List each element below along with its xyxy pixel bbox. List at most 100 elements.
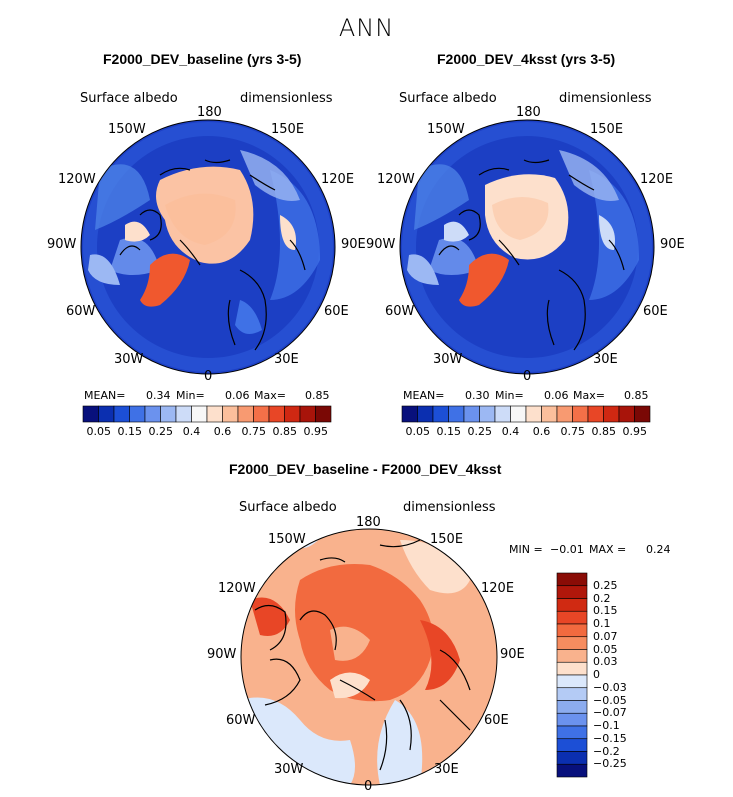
panel3-lon-90e: 90E xyxy=(500,647,525,662)
panel1-greenland xyxy=(140,253,190,307)
panel1-mean-value: 0.34 xyxy=(146,389,171,402)
colorbar-tick-label: −0.05 xyxy=(593,693,627,707)
panel1-lon-150e: 150E xyxy=(271,122,305,137)
panel1-lon-0: 0 xyxy=(204,369,213,384)
panel2-max-value: 0.85 xyxy=(624,389,649,402)
panel2-lon-0: 0 xyxy=(523,369,532,384)
panel2-min-value: 0.06 xyxy=(544,389,569,402)
panel3-units-label: dimensionless xyxy=(403,500,496,515)
panel1-lon-60e: 60E xyxy=(324,304,349,319)
panel3-lon-0: 0 xyxy=(364,779,373,794)
panel2-lon-60e: 60E xyxy=(643,304,668,319)
colorbar-tick-label: −0.07 xyxy=(593,706,627,720)
panel3-variable-label: Surface albedo xyxy=(239,500,337,515)
panel1-colorbar xyxy=(82,405,332,423)
colorbar-swatch xyxy=(556,738,588,752)
panel2-lon-30w: 30W xyxy=(433,352,463,367)
colorbar-tick-label: 0.75 xyxy=(241,425,267,438)
season-title: ANN xyxy=(338,14,395,42)
colorbar-tick-label: 0.25 xyxy=(467,425,493,438)
panel-title-4ksst: F2000_DEV_4ksst (yrs 3-5) xyxy=(437,51,616,67)
panel1-lon-120e: 120E xyxy=(321,172,355,187)
panel3-lon-30w: 30W xyxy=(274,762,304,777)
colorbar-swatch xyxy=(556,674,588,689)
panel2-mean-label: MEAN= xyxy=(403,389,445,402)
colorbar-tick-label: 0.85 xyxy=(591,425,617,438)
colorbar-swatch xyxy=(315,405,332,423)
panel2-lon-150e: 150E xyxy=(590,122,624,137)
colorbar-tick-label: 0.15 xyxy=(117,425,143,438)
panel1-lon-90w: 90W xyxy=(47,237,77,252)
colorbar-tick-label: 0.6 xyxy=(532,425,551,438)
panel2-mean-value: 0.30 xyxy=(465,389,490,402)
colorbar-tick-label: 0.1 xyxy=(593,617,611,630)
colorbar-tick-label: 0.25 xyxy=(593,578,618,592)
panel2-colorbar xyxy=(401,405,651,423)
colorbar-swatch xyxy=(556,572,588,587)
panel3-strong-positive xyxy=(295,564,434,702)
panel1-variable-label: Surface albedo xyxy=(80,91,178,106)
panel3-lon-60e: 60E xyxy=(484,713,509,728)
colorbar-tick-label: 0.75 xyxy=(560,425,586,438)
panel1-mean-label: MEAN= xyxy=(84,389,126,402)
panel1-coastlines xyxy=(119,159,306,351)
panel2-lon-180: 180 xyxy=(516,105,541,120)
panel1-lon-180: 180 xyxy=(197,105,222,120)
colorbar-swatch xyxy=(634,405,651,423)
panel2-coastlines xyxy=(438,159,625,351)
colorbar-swatch xyxy=(556,700,588,714)
panel1-lon-120w: 120W xyxy=(58,172,96,187)
colorbar-tick-label: 0.6 xyxy=(213,425,232,438)
panel3-lon-120w: 120W xyxy=(218,581,256,596)
panel3-max-value: 0.24 xyxy=(646,543,671,556)
panel3-max-label: MAX = xyxy=(589,543,627,556)
colorbar-swatch xyxy=(556,763,588,778)
panel2-lon-150w: 150W xyxy=(427,122,465,137)
panel1-min-label: Min= xyxy=(176,389,205,402)
panel1-units-label: dimensionless xyxy=(240,91,333,106)
colorbar-tick-label: 0.05 xyxy=(86,425,112,438)
colorbar-tick-label: 0.2 xyxy=(593,591,611,605)
panel3-min-label: MIN = xyxy=(509,543,543,556)
panel3-lon-150e: 150E xyxy=(430,532,464,547)
colorbar-tick-label: 0.95 xyxy=(622,425,648,438)
panel2-units-label: dimensionless xyxy=(559,91,652,106)
colorbar-tick-label: 0.15 xyxy=(593,604,618,618)
colorbar-swatch xyxy=(556,661,588,676)
panel2-greenland xyxy=(459,253,509,307)
panel1-max-label: Max= xyxy=(254,389,286,402)
colorbar-swatch xyxy=(556,585,588,599)
panel3-colorbar xyxy=(556,572,588,778)
colorbar-swatch xyxy=(556,712,588,727)
panel2-max-label: Max= xyxy=(573,389,605,402)
panel3-lon-60w: 60W xyxy=(226,713,256,728)
panel3-lon-180: 180 xyxy=(356,515,381,530)
colorbar-tick-label: −0.25 xyxy=(593,757,627,771)
panel3-lon-90w: 90W xyxy=(207,647,237,662)
colorbar-swatch xyxy=(556,751,588,765)
colorbar-swatch xyxy=(556,687,588,701)
colorbar-swatch xyxy=(556,623,588,638)
colorbar-tick-label: 0.4 xyxy=(182,425,201,438)
colorbar-tick-label: 0.05 xyxy=(405,425,431,438)
colorbar-tick-label: 0.25 xyxy=(148,425,174,438)
panel2-lon-90e: 90E xyxy=(660,237,685,252)
panel-title-baseline: F2000_DEV_baseline (yrs 3-5) xyxy=(103,51,302,67)
panel2-lon-90w: 90W xyxy=(366,237,396,252)
panel1-min-value: 0.06 xyxy=(225,389,250,402)
colorbar-tick-label: 0.4 xyxy=(501,425,520,438)
colorbar-tick-label: 0.03 xyxy=(593,655,618,669)
panel1-max-value: 0.85 xyxy=(305,389,330,402)
colorbar-tick-label: −0.1 xyxy=(593,719,620,732)
colorbar-tick-label: −0.03 xyxy=(593,680,627,694)
colorbar-tick-label: −0.15 xyxy=(593,731,627,745)
panel3-coastlines xyxy=(254,539,471,771)
colorbar-swatch xyxy=(556,598,588,612)
panel3-lon-150w: 150W xyxy=(268,532,306,547)
panel2-variable-label: Surface albedo xyxy=(399,91,497,106)
panel2-lon-30e: 30E xyxy=(593,352,618,367)
colorbar-swatch xyxy=(556,636,588,650)
